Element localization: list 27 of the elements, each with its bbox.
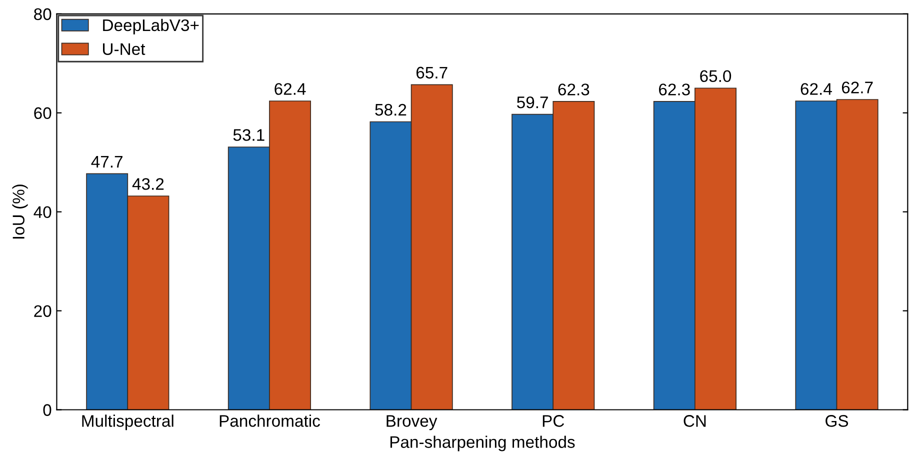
data-label: 53.1 bbox=[233, 129, 264, 141]
x-tick-label: CN bbox=[684, 415, 706, 427]
data-label: 43.2 bbox=[132, 178, 164, 190]
x-tick-label: GS bbox=[826, 415, 848, 427]
data-label: 62.4 bbox=[274, 83, 306, 95]
y-tick-label: 20 bbox=[34, 305, 52, 317]
data-label: 62.3 bbox=[558, 84, 590, 96]
data-label: 65.7 bbox=[416, 66, 448, 79]
x-tick-label: Multispectral bbox=[82, 414, 174, 430]
data-label: 65.0 bbox=[700, 70, 732, 82]
y-tick-label: 80 bbox=[34, 8, 52, 20]
legend-label: DeepLabV3+ bbox=[103, 18, 199, 34]
legend-label: U-Net bbox=[103, 43, 146, 55]
data-label: 62.3 bbox=[659, 84, 690, 96]
data-label: 47.7 bbox=[91, 156, 122, 168]
data-label: 59.7 bbox=[517, 96, 548, 108]
x-axis-title: Pan-sharpening methods bbox=[390, 436, 575, 452]
data-label: 62.7 bbox=[842, 82, 873, 94]
x-tick-label: Brovey bbox=[386, 415, 438, 430]
data-label: 58.2 bbox=[375, 104, 406, 116]
y-tick-label: 0 bbox=[43, 404, 52, 416]
y-tick-label: 60 bbox=[34, 107, 52, 120]
y-tick-label: 40 bbox=[34, 206, 52, 218]
x-tick-label: Panchromatic bbox=[220, 414, 320, 427]
y-axis-title: IoU (%) bbox=[12, 184, 28, 239]
data-label: 62.4 bbox=[800, 83, 832, 95]
x-tick-label: PC bbox=[542, 415, 564, 427]
